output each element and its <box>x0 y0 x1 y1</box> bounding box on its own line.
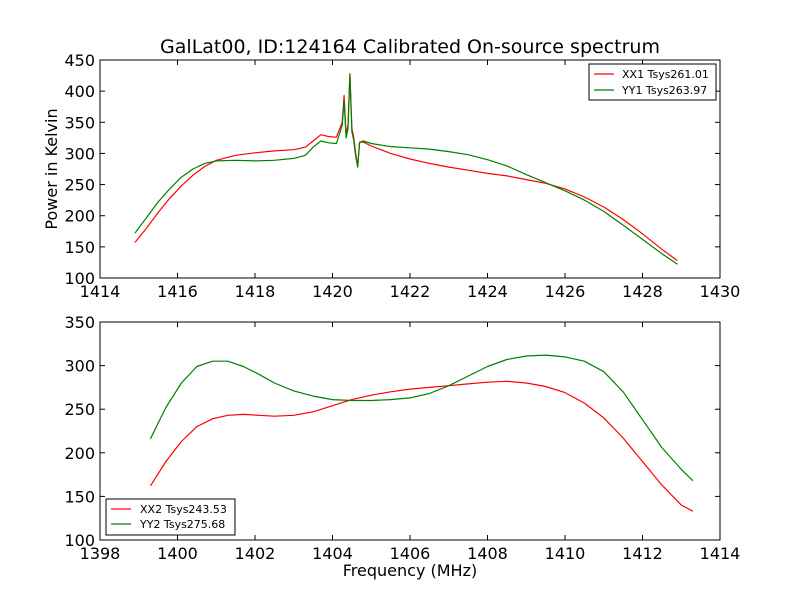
top-x-tick-label: 1426 <box>545 282 586 301</box>
top-series-line-2 <box>134 74 678 265</box>
bottom-y-tick-label: 250 <box>64 400 95 419</box>
top-legend-label-yy1: YY1 Tsys263.97 <box>621 84 707 97</box>
top-x-tick-label: 1428 <box>622 282 663 301</box>
top-x-tick-label: 1424 <box>467 282 508 301</box>
bottom-x-tick-label: 1402 <box>235 544 276 563</box>
bottom-x-tick-label: 1408 <box>467 544 508 563</box>
bottom-x-tick-label: 1398 <box>80 544 121 563</box>
bottom-y-tick-label: 300 <box>64 357 95 376</box>
top-x-tick-label: 1422 <box>390 282 431 301</box>
top-y-tick-label: 200 <box>64 207 95 226</box>
top-legend-label-xx1: XX1 Tsys261.01 <box>622 68 709 81</box>
top-x-tick-label: 1418 <box>235 282 276 301</box>
bottom-spectrum-panel: 1398 1400 1402 1404 1406 1408 1410 1412 1414 100 1… <box>64 313 740 580</box>
bottom-legend-label-xx2: XX2 Tsys243.53 <box>140 503 227 516</box>
bottom-legend: XX2 Tsys243.53 YY2 Tsys275.68 <box>105 498 236 536</box>
figure-title: GalLat00, ID:124164 Calibrated On-source… <box>160 36 660 58</box>
bottom-x-tick-label: 1410 <box>545 544 586 563</box>
top-x-tick-label: 1420 <box>312 282 353 301</box>
bottom-y-tick-label: 200 <box>64 444 95 463</box>
top-legend-box <box>588 63 717 101</box>
top-y-tick-label: 300 <box>64 144 95 163</box>
bottom-x-tick-label: 1400 <box>157 544 198 563</box>
bottom-y-tick-label: 350 <box>64 313 95 332</box>
bottom-legend-box <box>105 498 236 536</box>
bottom-series-line-1 <box>149 380 694 512</box>
top-y-tick-label: 250 <box>64 176 95 195</box>
top-plot-lines <box>134 73 678 265</box>
top-y-axis-label: Power in Kelvin <box>42 108 61 229</box>
top-y-tick-label: 100 <box>64 269 95 288</box>
top-ticks: 1414 1416 1418 1420 1422 1424 1426 1428 1430 100 1… <box>64 51 740 301</box>
top-legend: XX1 Tsys261.01 YY1 Tsys263.97 <box>588 63 717 101</box>
top-spectrum-panel: 1414 1416 1418 1420 1422 1424 1426 1428 1430 100 1… <box>42 51 740 301</box>
top-x-tick-label: 1416 <box>157 282 198 301</box>
top-y-tick-label: 150 <box>64 238 95 257</box>
top-x-tick-label: 1430 <box>700 282 741 301</box>
bottom-x-axis-label: Frequency (MHz) <box>343 561 477 580</box>
bottom-plot-lines <box>149 354 694 512</box>
bottom-x-tick-label: 1406 <box>390 544 431 563</box>
bottom-legend-label-yy2: YY2 Tsys275.68 <box>139 518 225 531</box>
bottom-ticks: 1398 1400 1402 1404 1406 1408 1410 1412 1414 100 1… <box>64 313 740 563</box>
bottom-x-tick-label: 1404 <box>312 544 353 563</box>
bottom-x-tick-label: 1414 <box>700 544 741 563</box>
top-y-tick-label: 400 <box>64 82 95 101</box>
top-x-tick-label: 1414 <box>80 282 121 301</box>
bottom-y-tick-label: 100 <box>64 531 95 550</box>
top-y-tick-label: 450 <box>64 51 95 70</box>
top-y-tick-label: 350 <box>64 113 95 132</box>
bottom-x-tick-label: 1412 <box>622 544 663 563</box>
bottom-y-tick-label: 150 <box>64 487 95 506</box>
bottom-series-line-2 <box>149 354 694 482</box>
